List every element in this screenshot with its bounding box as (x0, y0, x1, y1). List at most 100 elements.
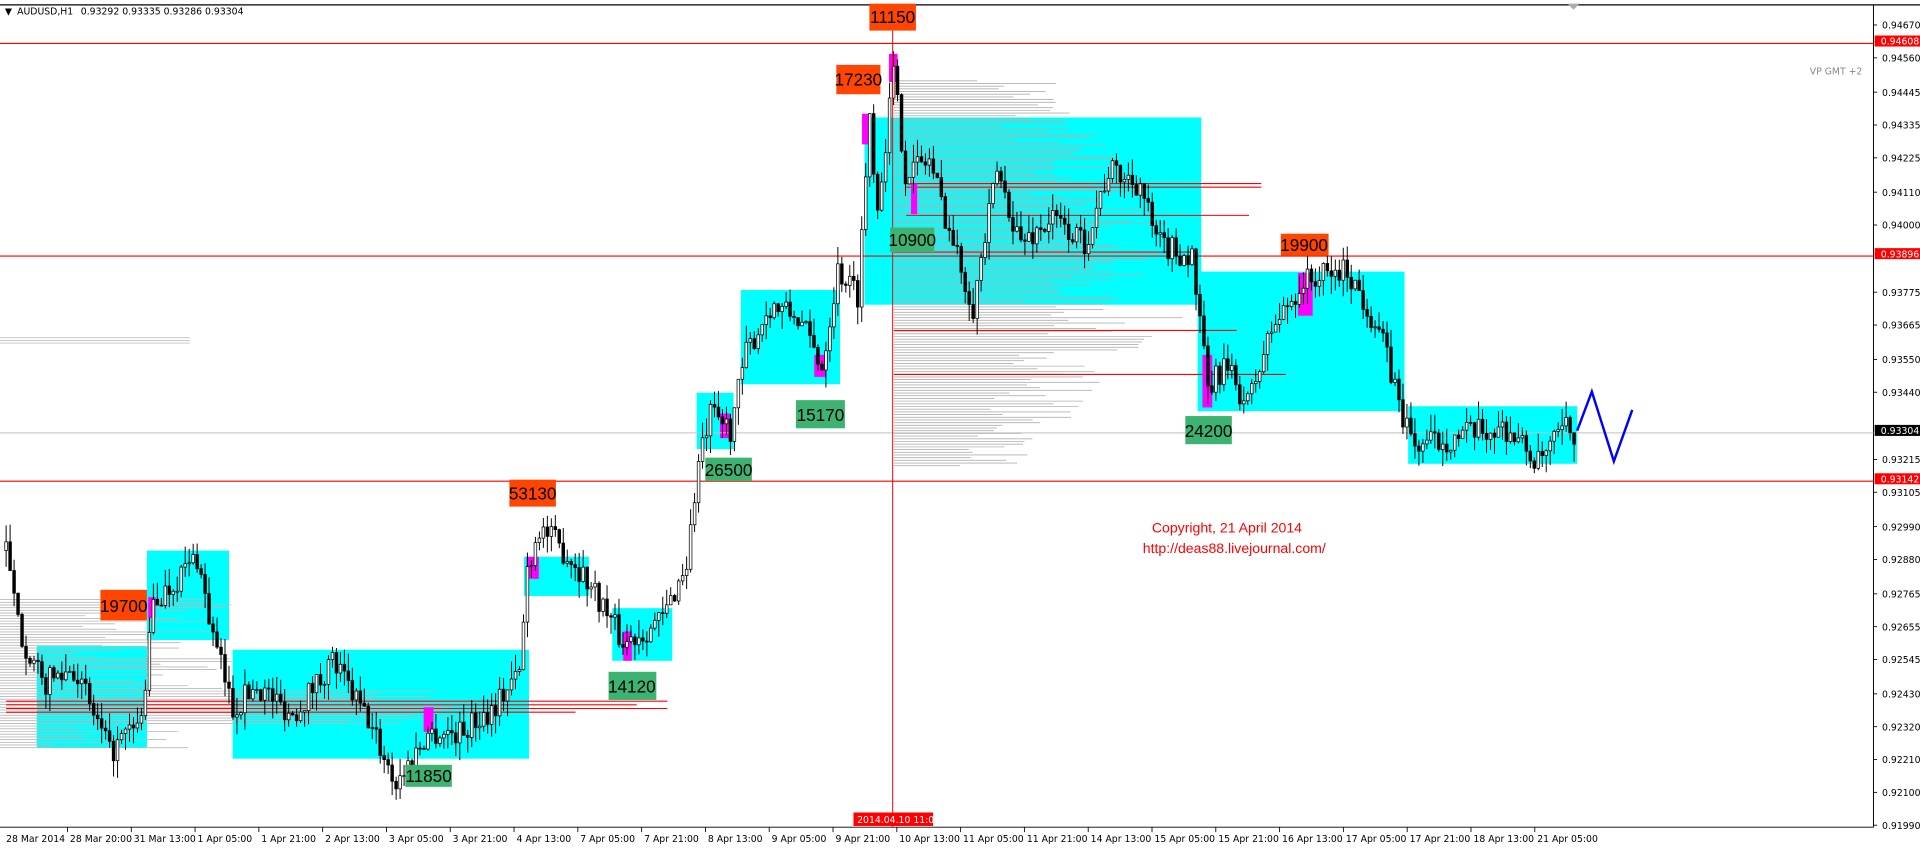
candle (374, 712, 378, 744)
candle (625, 623, 629, 656)
price-tick-label: 0.92320 (1882, 722, 1920, 733)
copyright-url[interactable]: http://deas88.livejournal.com/ (1143, 540, 1326, 556)
candle (708, 400, 713, 454)
candle-body (199, 568, 203, 575)
candle-body (195, 554, 199, 570)
candle-body (867, 113, 872, 178)
candle-body (267, 687, 271, 690)
menu-triangle-icon[interactable]: ▼ (5, 7, 13, 18)
candle (955, 229, 959, 255)
candle (629, 625, 633, 644)
time-tick-label: 18 Apr 13:00 (1473, 834, 1534, 845)
candle-body (95, 714, 100, 720)
candle-body (1138, 183, 1143, 196)
candle-body (489, 705, 494, 725)
candle-body (1222, 358, 1226, 385)
volume-label-text: 11150 (870, 7, 915, 27)
candle-body (1035, 227, 1039, 245)
level-price-tag (1874, 248, 1920, 260)
price-tick-label: 0.92990 (1882, 522, 1920, 533)
candle-body (696, 461, 701, 504)
candle-body (135, 722, 140, 729)
candle (1568, 415, 1572, 441)
candle-body (1516, 437, 1521, 443)
candle (740, 357, 745, 395)
candle-body (1564, 417, 1568, 427)
candle-body (1377, 326, 1381, 330)
candle-body (1261, 354, 1266, 373)
candle (748, 332, 753, 355)
time-tick-label: 11 Apr 21:00 (1027, 834, 1088, 845)
candle (1023, 233, 1027, 256)
candle-body (1277, 318, 1282, 325)
copyright-text: Copyright, 21 April 2014 (1152, 519, 1302, 535)
candle (1425, 429, 1429, 450)
candle (1365, 298, 1369, 328)
candle (772, 301, 776, 320)
candle-body (56, 672, 60, 679)
candle-body (191, 554, 195, 564)
candle (836, 247, 840, 317)
chart-dropdown-icon[interactable] (1567, 3, 1580, 10)
candle (768, 307, 772, 328)
candle-body (1226, 358, 1230, 371)
candle (1460, 426, 1465, 439)
candle (573, 553, 577, 582)
candle-body (1452, 434, 1457, 451)
candle-body (1429, 431, 1433, 441)
candle (64, 654, 68, 682)
candle-body (1011, 217, 1015, 232)
price-tick-label: 0.92880 (1882, 555, 1920, 566)
candle (756, 328, 760, 355)
candle-body (1234, 365, 1238, 386)
time-tick-label: 16 Apr 13:00 (1282, 834, 1343, 845)
candle (1373, 320, 1377, 338)
candle-body (513, 671, 518, 680)
candle (1027, 215, 1031, 242)
candle-body (712, 404, 717, 408)
candle (1349, 264, 1353, 304)
candle (235, 697, 239, 735)
candle (454, 721, 458, 757)
candle (1210, 370, 1214, 395)
candle (151, 583, 156, 635)
candle-body (1297, 293, 1302, 305)
candle (935, 172, 940, 179)
candle-body (1484, 433, 1489, 440)
candle-body (1269, 331, 1274, 334)
candle-body (1242, 400, 1246, 405)
candle-body (943, 196, 948, 229)
volume-label-text: 10900 (888, 230, 936, 250)
candle (613, 603, 617, 631)
candle (107, 713, 112, 748)
candle (497, 677, 502, 727)
candle (1488, 432, 1493, 450)
crosshair-time-tag (853, 812, 934, 826)
candle (1480, 408, 1485, 441)
candle (115, 726, 120, 778)
candle-body (302, 710, 307, 713)
volume-label-high: 11150 (869, 3, 916, 31)
candle (1445, 428, 1449, 461)
candle-body (131, 724, 136, 729)
candle-body (1361, 290, 1365, 310)
candle (871, 104, 876, 183)
candle-body (314, 674, 319, 694)
candle (553, 514, 558, 537)
candle-body (251, 689, 255, 700)
candle (346, 653, 351, 693)
candle-body (1273, 324, 1278, 333)
candle-body (581, 566, 585, 582)
candle (462, 704, 466, 736)
candle-body (1441, 443, 1445, 450)
candle-body (617, 614, 621, 646)
candle-body (211, 623, 215, 633)
candle-body (1536, 450, 1540, 469)
candle (915, 139, 920, 176)
candle (1512, 432, 1517, 446)
candle (322, 681, 327, 699)
candle (1230, 353, 1234, 379)
candle-body (509, 678, 514, 691)
candle (87, 677, 92, 711)
